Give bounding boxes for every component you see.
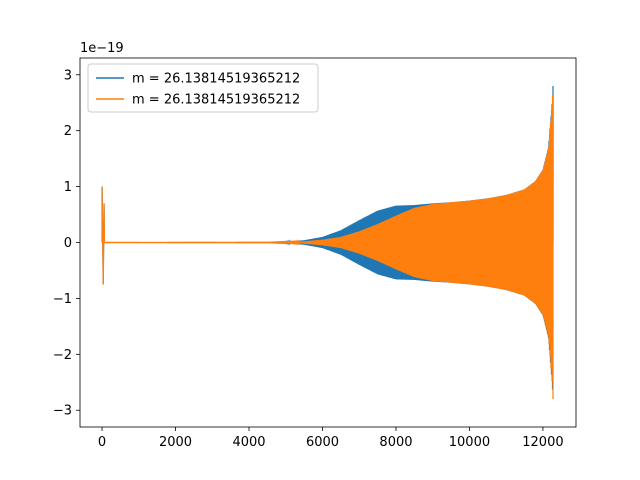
y-tick-label: 1 [64, 180, 72, 195]
series-layer [101, 85, 554, 400]
y-tick-label: 0 [64, 236, 72, 251]
legend-label-2: m = 26.13814519365212 [132, 93, 300, 108]
y-tick-label: −1 [53, 292, 72, 307]
x-tick-label: 6000 [306, 435, 339, 450]
legend-box [87, 63, 319, 113]
legend: m = 26.13814519365212 m = 26.138145193652… [87, 63, 319, 113]
y-tick-label: 2 [64, 124, 72, 139]
y-tick-label: 3 [64, 68, 72, 83]
x-tick-label: 2000 [159, 435, 192, 450]
y-axis-ticks: −3 −2 −1 0 1 2 3 [53, 68, 80, 419]
x-tick-label: 10000 [449, 435, 490, 450]
x-axis-ticks: 0 2000 4000 6000 8000 10000 12000 [98, 427, 564, 450]
x-tick-label: 12000 [522, 435, 563, 450]
legend-label-1: m = 26.13814519365212 [132, 72, 300, 87]
y-tick-label: −2 [53, 348, 72, 363]
x-tick-label: 4000 [232, 435, 265, 450]
x-tick-label: 8000 [379, 435, 412, 450]
y-offset-label: 1e−19 [80, 41, 124, 56]
y-tick-label: −3 [53, 404, 72, 419]
x-tick-label: 0 [98, 435, 106, 450]
series-line-2 [101, 95, 554, 400]
